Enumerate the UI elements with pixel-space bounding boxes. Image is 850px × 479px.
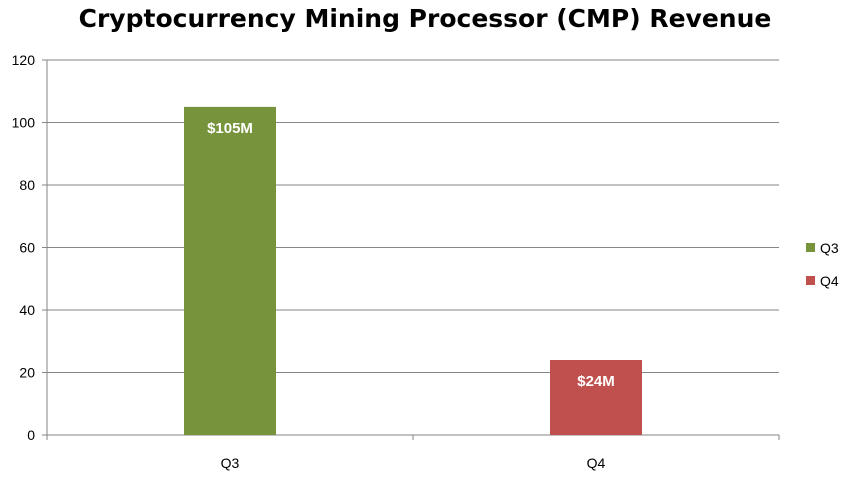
labels: 0 20 40 60 80 100 120 Q3 Q4 $105M $24M [12, 52, 615, 471]
legend-swatch [806, 276, 815, 285]
y-tick-label: 20 [19, 365, 35, 381]
y-tick-label: 40 [19, 302, 35, 318]
legend: Q3 Q4 [806, 240, 839, 289]
bars [184, 106, 642, 435]
y-tick-label: 100 [12, 115, 36, 131]
legend-label: Q3 [820, 240, 839, 256]
x-tick-label: Q4 [587, 455, 606, 471]
data-label: $24M [577, 373, 615, 390]
y-tick-label: 120 [12, 52, 36, 68]
legend-swatch [806, 243, 815, 252]
y-tick-label: 0 [27, 427, 35, 443]
chart-title: Cryptocurrency Mining Processor (CMP) Re… [78, 4, 772, 33]
y-tick-label: 60 [19, 240, 35, 256]
legend-label: Q4 [820, 273, 839, 289]
bar-q3 [184, 106, 276, 435]
bar-q4 [550, 360, 642, 435]
axes [42, 59, 780, 440]
data-label: $105M [207, 120, 253, 137]
gridlines [47, 59, 779, 373]
y-tick-label: 80 [19, 177, 35, 193]
x-tick-label: Q3 [221, 455, 240, 471]
